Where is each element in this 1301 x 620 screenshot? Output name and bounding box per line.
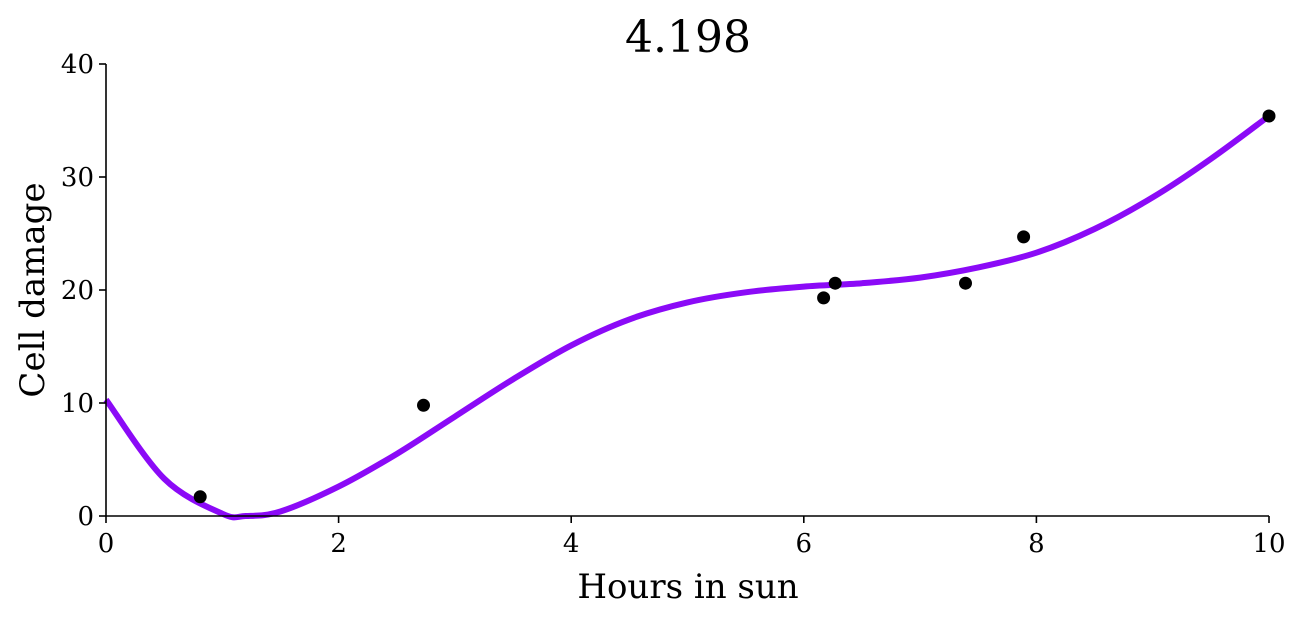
data-point [1017, 230, 1031, 244]
plot-area [103, 109, 1276, 521]
chart-title: 4.198 [625, 12, 751, 63]
fit-curve [103, 113, 1271, 521]
y-tick-label: 20 [61, 276, 94, 306]
x-axis-label: Hours in sun [577, 567, 798, 607]
data-point [417, 398, 430, 412]
x-ticks: 0 2 4 6 8 10 [98, 516, 1286, 559]
y-tick-label: 30 [61, 163, 94, 193]
x-tick-label: 6 [796, 529, 813, 559]
y-ticks: 0 10 20 30 40 [61, 50, 106, 532]
y-tick-label: 40 [61, 50, 94, 80]
y-axis-label: Cell damage [13, 182, 53, 397]
x-tick-label: 10 [1252, 529, 1285, 559]
data-point [817, 291, 831, 305]
data-point [1262, 109, 1276, 123]
data-point [959, 276, 972, 290]
x-tick-label: 8 [1028, 529, 1045, 559]
y-tick-label: 0 [77, 502, 94, 532]
x-tick-label: 0 [98, 529, 115, 559]
y-tick-label: 10 [61, 389, 94, 419]
x-tick-label: 2 [330, 529, 347, 559]
data-point [828, 276, 842, 290]
data-point [193, 490, 207, 504]
data-points [193, 109, 1276, 504]
x-tick-label: 4 [563, 529, 580, 559]
